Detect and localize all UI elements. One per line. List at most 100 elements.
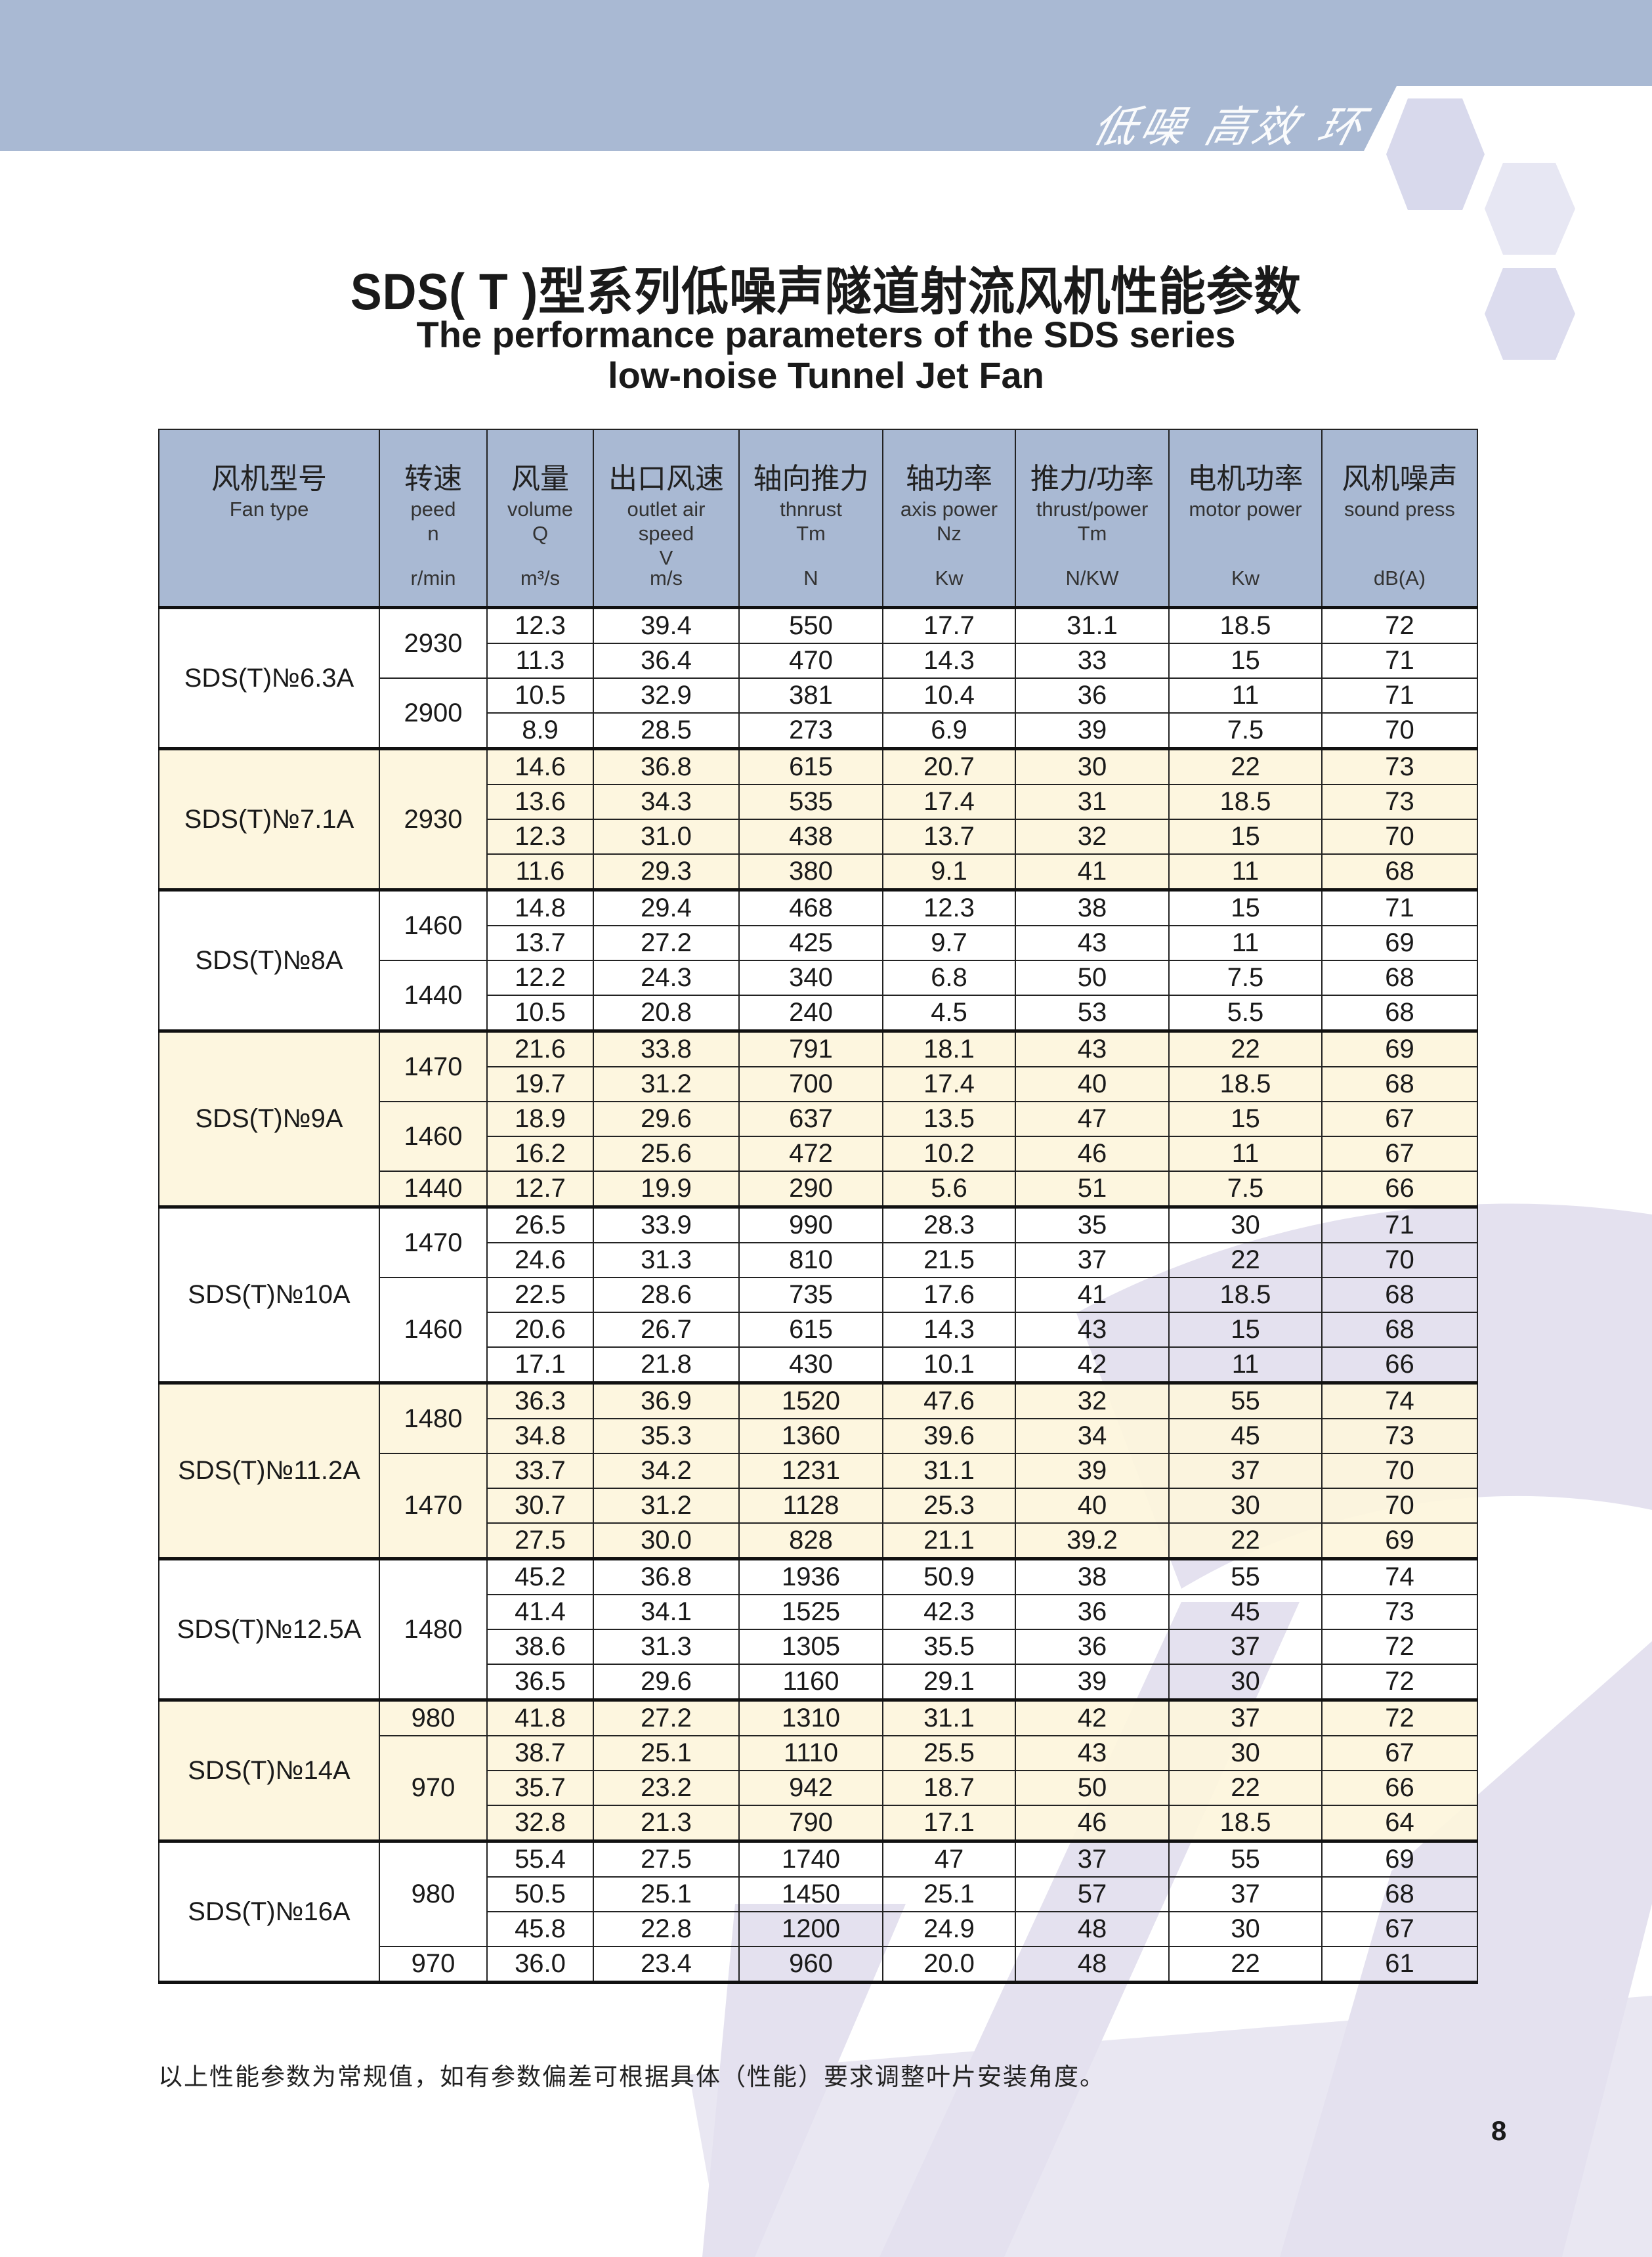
- value-cell: 22: [1168, 1242, 1323, 1278]
- value-cell: 72: [1321, 606, 1478, 644]
- value-cell: 35.7: [486, 1770, 594, 1806]
- value-cell: 7.5: [1168, 960, 1323, 996]
- value-cell: 39.4: [593, 606, 740, 644]
- value-cell: 17.6: [882, 1277, 1016, 1313]
- page-subtitle-line1: The performance parameters of the SDS se…: [416, 314, 1236, 355]
- value-cell: 36.8: [593, 747, 740, 785]
- value-cell: 615: [738, 1312, 883, 1348]
- table-row: 50.5 25.1 1450 25.1 57 37 68: [159, 1876, 1478, 1912]
- value-cell: 33.8: [593, 1029, 740, 1067]
- value-cell: 53: [1015, 995, 1170, 1032]
- value-cell: 14.3: [882, 643, 1016, 679]
- value-cell: 40: [1015, 1066, 1170, 1102]
- value-cell: 38.6: [486, 1629, 594, 1665]
- value-cell: 13.7: [882, 819, 1016, 855]
- value-cell: 72: [1321, 1698, 1478, 1736]
- column-header-cn: 风机噪声: [1342, 463, 1458, 495]
- value-cell: 12.3: [882, 888, 1016, 926]
- fan-model-cell: SDS(T)№8A: [158, 888, 380, 1032]
- footnote: 以上性能参数为常规值，如有参数偏差可根据具体（性能）要求调整叶片安装角度。: [158, 2063, 1105, 2091]
- value-cell: 22.5: [486, 1277, 594, 1313]
- value-cell: 27.2: [593, 925, 740, 961]
- value-cell: 73: [1321, 747, 1478, 785]
- value-cell: 18.1: [882, 1029, 1016, 1067]
- value-cell: 69: [1321, 1029, 1478, 1067]
- fan-model-cell: SDS(T)№14A: [158, 1698, 380, 1842]
- table-row: 12.3 31.0 438 13.7 32 15 70: [159, 819, 1478, 855]
- value-cell: 51: [1015, 1171, 1170, 1208]
- column-header-cn: 风机型号: [211, 463, 327, 495]
- column-header-en: sound press: [1344, 498, 1455, 521]
- value-cell: 19.9: [593, 1171, 740, 1208]
- value-cell: 55: [1168, 1557, 1323, 1595]
- value-cell: 28.6: [593, 1277, 740, 1313]
- value-cell: 46: [1015, 1805, 1170, 1842]
- speed-cell: 1470: [379, 1453, 488, 1560]
- value-cell: 960: [738, 1946, 883, 1983]
- value-cell: 42.3: [882, 1594, 1016, 1630]
- speed-cell: 1460: [379, 1101, 488, 1172]
- value-cell: 37: [1168, 1698, 1323, 1736]
- value-cell: 66: [1321, 1770, 1478, 1806]
- table-row: SDS(T)№8A 1460 14.8 29.4 468 12.3 38 15 71: [158, 888, 1478, 1032]
- value-cell: 39.2: [1015, 1522, 1170, 1560]
- value-cell: 1305: [738, 1629, 883, 1665]
- value-cell: 25.1: [882, 1876, 1016, 1912]
- value-cell: 17.4: [882, 784, 1016, 820]
- value-cell: 30: [1168, 1664, 1323, 1701]
- value-cell: 31.1: [882, 1698, 1016, 1736]
- column-header-en: Fan type: [229, 498, 309, 521]
- value-cell: 25.5: [882, 1735, 1016, 1771]
- value-cell: 1525: [738, 1594, 883, 1630]
- value-cell: 380: [738, 853, 883, 891]
- column-unit: Kw: [935, 567, 964, 590]
- value-cell: 20.8: [593, 995, 740, 1032]
- value-cell: 5.6: [882, 1171, 1016, 1208]
- slogan: 低噪 高效 环保: [1088, 102, 1372, 215]
- value-cell: 22: [1168, 1522, 1323, 1560]
- column-header-cn: 风量: [511, 463, 569, 495]
- speed-cell: 1440: [379, 1171, 488, 1208]
- speed-cell: 1460: [379, 1277, 488, 1384]
- value-cell: 67: [1321, 1911, 1478, 1947]
- table-row: 970 36.0 23.4 960 20.0 48 22 61: [159, 1946, 1478, 1983]
- value-cell: 71: [1321, 677, 1478, 714]
- value-cell: 38: [1015, 888, 1170, 926]
- value-cell: 6.8: [882, 960, 1016, 996]
- speed-cell: 1470: [379, 1029, 488, 1102]
- value-cell: 25.1: [593, 1735, 740, 1771]
- hexagon-decoration: [1386, 98, 1485, 210]
- table-row: 38.6 31.3 1305 35.5 36 37 72: [159, 1629, 1478, 1665]
- value-cell: 36.0: [486, 1946, 594, 1983]
- value-cell: 10.1: [882, 1346, 1016, 1384]
- value-cell: 15: [1168, 1101, 1323, 1137]
- value-cell: 30.7: [486, 1488, 594, 1524]
- table-row: SDS(T)№6.3A 2930 12.3 39.4 550 17.7 31.1 18.5 72: [158, 606, 1478, 750]
- value-cell: 47: [1015, 1101, 1170, 1137]
- value-cell: 550: [738, 606, 883, 644]
- value-cell: 21.8: [593, 1346, 740, 1384]
- table-row: 32.8 21.3 790 17.1 46 18.5 64: [159, 1805, 1478, 1842]
- table-row: SDS(T)№11.2A 1480 36.3 36.9 1520 47.6 32 55 74: [158, 1381, 1478, 1560]
- value-cell: 10.2: [882, 1136, 1016, 1172]
- column-header-en: Nz: [937, 522, 962, 545]
- table-row: 30.7 31.2 1128 25.3 40 30 70: [159, 1488, 1478, 1524]
- value-cell: 17.7: [882, 606, 1016, 644]
- value-cell: 70: [1321, 1488, 1478, 1524]
- speed-cell: 980: [379, 1839, 488, 1947]
- value-cell: 14.8: [486, 888, 594, 926]
- value-cell: 39.6: [882, 1418, 1016, 1454]
- value-cell: 34.1: [593, 1594, 740, 1630]
- value-cell: 990: [738, 1205, 883, 1243]
- value-cell: 29.1: [882, 1664, 1016, 1701]
- column-unit: Kw: [1231, 567, 1260, 590]
- value-cell: 700: [738, 1066, 883, 1102]
- speed-cell: 970: [379, 1735, 488, 1842]
- value-cell: 21.1: [882, 1522, 1016, 1560]
- column-header-en: V: [659, 546, 673, 569]
- value-cell: 810: [738, 1242, 883, 1278]
- value-cell: 8.9: [486, 712, 594, 750]
- value-cell: 20.7: [882, 747, 1016, 785]
- value-cell: 11.6: [486, 853, 594, 891]
- value-cell: 33.9: [593, 1205, 740, 1243]
